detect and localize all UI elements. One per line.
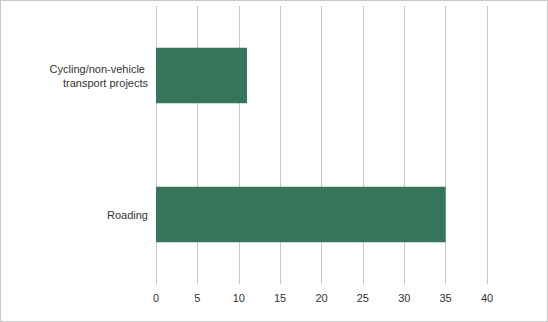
svg-text:20: 20: [315, 292, 327, 304]
svg-text:transport projects: transport projects: [63, 77, 148, 89]
svg-text:0: 0: [153, 292, 159, 304]
svg-text:Roading: Roading: [107, 209, 148, 221]
svg-text:10: 10: [233, 292, 245, 304]
svg-text:40: 40: [481, 292, 493, 304]
svg-text:25: 25: [357, 292, 369, 304]
svg-text:35: 35: [440, 292, 452, 304]
svg-text:15: 15: [274, 292, 286, 304]
svg-text:5: 5: [194, 292, 200, 304]
svg-text:30: 30: [398, 292, 410, 304]
svg-text:Cycling/non-vehicle: Cycling/non-vehicle: [50, 63, 148, 75]
